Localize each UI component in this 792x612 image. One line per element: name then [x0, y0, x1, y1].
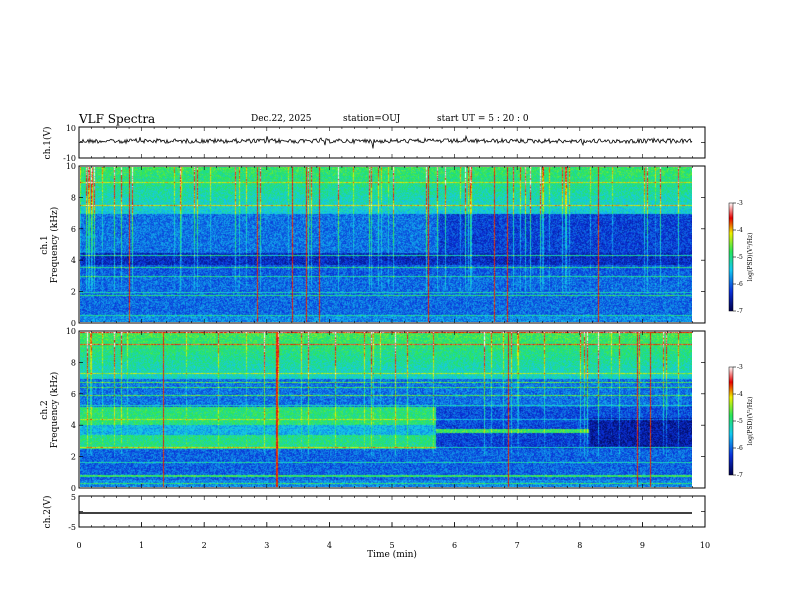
wave2-tick-bottom: -5	[68, 523, 76, 532]
y-tick-label: 2	[71, 453, 76, 462]
x-axis: 0 1 2 3 4 5 6 7 8 9 10	[76, 127, 710, 550]
waveform-ch1-panel: 10 -10 ch.1(V)	[42, 124, 706, 163]
colorbar-ch1	[728, 202, 734, 312]
wave2-tick-top: 5	[71, 493, 76, 502]
x-tick-label: 5	[389, 541, 394, 550]
y-tick-label: 0	[71, 319, 76, 328]
x-tick-label: 4	[327, 541, 332, 550]
colorbar-ch2	[728, 366, 734, 476]
colorbar-tick-label: -5	[737, 418, 743, 425]
wave1-ylabel: ch.1(V)	[42, 127, 53, 160]
y-tick-label: 4	[71, 421, 76, 430]
colorbar-ch1-label: log(PSD)(V²/Hz)	[747, 233, 754, 282]
wave1-tick-top: 10	[66, 124, 76, 133]
date-label: Dec.22, 2025	[251, 114, 312, 124]
y-tick-label: 6	[71, 225, 76, 234]
station-label: station=OUJ	[343, 114, 401, 124]
y-tick-label: 8	[71, 358, 76, 367]
wave1-tick-bottom: -10	[63, 154, 76, 163]
spectrogram-ch2-image	[80, 332, 692, 487]
x-tick-label: 9	[640, 541, 645, 550]
colorbar-ch2-label: log(PSD)(V²/Hz)	[747, 397, 754, 446]
waveform-ch2-panel: 5 -5 ch.2(V)	[42, 493, 706, 532]
spec1-ylabel-channel: ch.1	[40, 235, 50, 254]
colorbar-tick-label: -4	[737, 227, 743, 234]
colorbar-tick-label: -6	[737, 281, 743, 288]
y-tick-label: 0	[71, 484, 76, 493]
colorbar-tick-label: -5	[737, 254, 743, 261]
waveform-ch1-series	[79, 134, 693, 149]
x-tick-label: 0	[76, 541, 81, 550]
x-tick-label: 7	[515, 541, 520, 550]
y-tick-label: 4	[71, 256, 76, 265]
figure-title: VLF Spectra	[79, 112, 156, 126]
x-axis-label: Time (min)	[367, 549, 417, 560]
x-tick-label: 2	[202, 541, 207, 550]
colorbar-tick-label: -4	[737, 391, 743, 398]
x-tick-label: 1	[139, 541, 144, 550]
spectrogram-ch1-image	[80, 167, 692, 322]
x-tick-label: 3	[264, 541, 269, 550]
wave2-ylabel: ch.2(V)	[42, 496, 53, 529]
x-tick-label: 10	[700, 541, 710, 550]
colorbar-tick-label: -3	[737, 364, 743, 371]
colorbar-tick-label: -7	[737, 472, 743, 479]
y-tick-label: 10	[66, 327, 76, 336]
y-tick-label: 6	[71, 390, 76, 399]
colorbar-tick-label: -6	[737, 445, 743, 452]
x-tick-label: 8	[577, 541, 582, 550]
colorbar-tick-label: -7	[737, 308, 743, 315]
spec2-ylabel-frequency: Frequency (kHz)	[49, 372, 60, 449]
y-tick-label: 2	[71, 288, 76, 297]
spec1-ylabel-frequency: Frequency (kHz)	[49, 207, 60, 284]
colorbar-tick-label: -3	[737, 200, 743, 207]
start-time-label: start UT = 5 : 20 : 0	[437, 114, 529, 124]
y-tick-label: 8	[71, 193, 76, 202]
x-tick-label: 6	[452, 541, 457, 550]
spec2-ylabel-channel: ch.2	[40, 400, 50, 419]
y-tick-label: 10	[66, 162, 76, 171]
